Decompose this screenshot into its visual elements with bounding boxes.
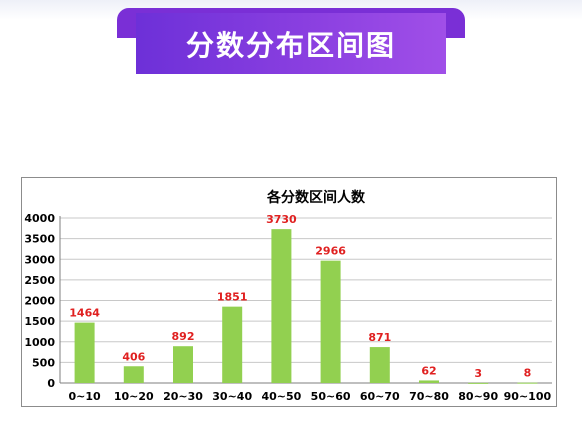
bar [369,347,390,383]
chart-title: 各分数区间人数 [266,189,366,206]
bar [222,306,243,383]
bar [468,382,489,384]
bar [173,346,193,383]
x-tick-label: 90~100 [504,390,552,403]
data-label: 3730 [266,213,297,226]
data-label: 2966 [315,245,346,258]
data-label: 406 [122,350,145,363]
y-tick-label: 500 [32,356,55,369]
bar [419,380,439,383]
y-tick-label: 2000 [24,295,55,308]
x-tick-label: 0~10 [69,390,102,403]
chart-svg: 各分数区间人数 0 500 1000 1500 2000 2500 3000 3500 4000 1… [24,189,552,403]
data-label: 8 [524,367,532,380]
y-tick-label: 4000 [24,212,55,225]
y-tick-label: 1000 [24,336,55,349]
x-tick-label: 50~60 [311,390,351,403]
banner-title: 分数分布区间图 [185,28,396,62]
x-tick-label: 80~90 [458,390,498,403]
y-tick-label: 0 [47,377,55,390]
x-tick-label: 70~80 [409,390,449,403]
bar [74,322,95,383]
data-label: 3 [474,367,482,380]
x-tick-label: 20~30 [163,390,203,403]
data-label: 871 [368,331,391,344]
x-tick-label: 10~20 [114,390,154,403]
data-label: 62 [421,364,436,377]
bar [320,260,341,383]
chart-frame: 各分数区间人数 0 500 1000 1500 2000 2500 3000 3500 4000 1… [21,177,557,407]
y-tick-label: 1500 [24,315,55,328]
data-label: 892 [172,330,195,343]
x-tick-label: 30~40 [212,390,252,403]
x-tick-label: 40~50 [261,390,301,403]
bar [517,382,538,384]
y-tick-label: 3000 [24,253,55,266]
data-label: 1464 [69,307,100,320]
title-banner: 分数分布区间图 [136,13,446,74]
y-tick-label: 3500 [24,233,55,246]
x-tick-label: 60~70 [360,390,400,403]
data-label: 1851 [217,291,248,304]
bar [271,229,292,383]
bar [123,366,144,383]
y-tick-label: 2500 [24,274,55,287]
